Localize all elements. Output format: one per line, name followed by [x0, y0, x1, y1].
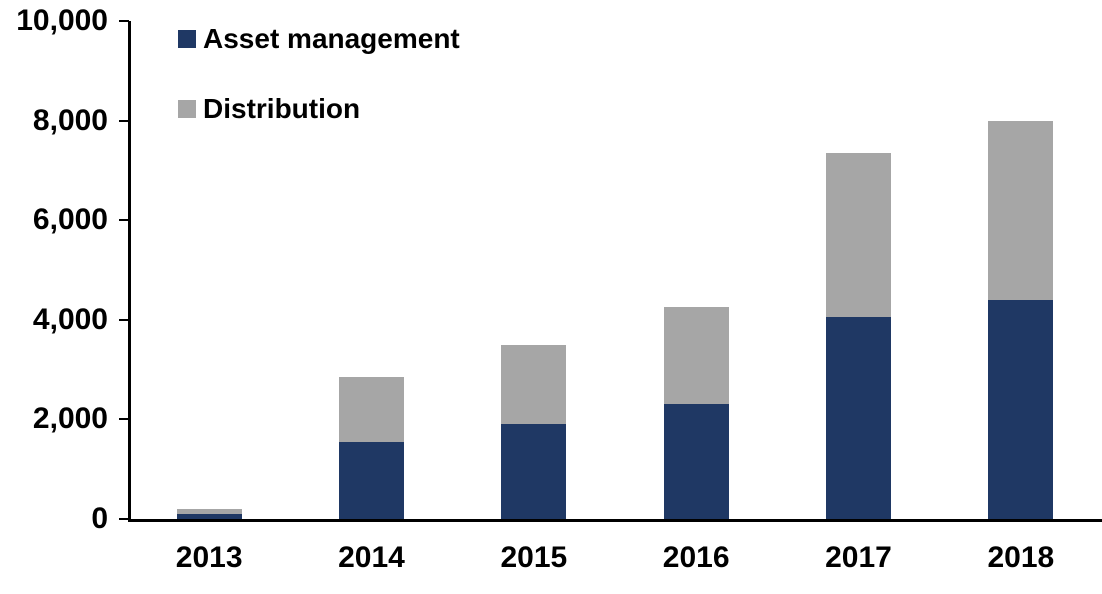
bar-2015-distribution [501, 344, 567, 425]
y-axis-tick [119, 418, 129, 421]
y-axis-tick-label: 0 [91, 502, 108, 535]
x-axis-label-2017: 2017 [825, 541, 892, 574]
y-axis-tick [119, 219, 129, 222]
x-axis-label-2016: 2016 [662, 541, 730, 574]
y-axis-tick-label: 8,000 [32, 103, 108, 137]
y-axis-tick [119, 119, 129, 122]
y-axis-tick-label: 4,000 [32, 302, 108, 336]
bar-2017-distribution [826, 152, 891, 318]
y-axis-line [128, 21, 131, 522]
x-axis-label-2018: 2018 [987, 541, 1055, 574]
legend: Asset management Distribution [178, 22, 460, 162]
y-axis-tick [119, 518, 129, 520]
y-axis-tick-label: 2,000 [32, 402, 108, 436]
legend-item-distribution: Distribution [178, 92, 460, 126]
bar-2014-distribution [339, 377, 404, 442]
bar-2013-asset-management [176, 514, 242, 519]
bar-2018-asset-management [988, 299, 1054, 519]
x-axis-line [128, 519, 1102, 522]
bar-2014-asset-management [339, 441, 404, 519]
legend-item-asset-management: Asset management [178, 22, 460, 56]
x-axis-label-2013: 2013 [175, 541, 243, 574]
legend-label: Distribution [203, 93, 361, 124]
bar-2017-asset-management [826, 317, 891, 519]
legend-label: Asset management [203, 23, 460, 54]
bar-2015-asset-management [501, 424, 567, 519]
y-axis-tick [119, 20, 129, 22]
x-axis-label-2014: 2014 [338, 541, 405, 574]
bar-2018-distribution [988, 120, 1054, 300]
bar-2016-distribution [663, 307, 729, 405]
x-axis-label-2015: 2015 [500, 541, 568, 574]
asset-management-swatch-icon [178, 30, 196, 48]
y-axis-tick-label: 10,000 [16, 4, 108, 37]
bar-2013-distribution [176, 509, 242, 514]
y-axis-tick-label: 6,000 [32, 203, 108, 237]
y-axis-tick [119, 318, 129, 321]
distribution-swatch-icon [178, 100, 196, 118]
bar-2016-asset-management [663, 404, 729, 519]
